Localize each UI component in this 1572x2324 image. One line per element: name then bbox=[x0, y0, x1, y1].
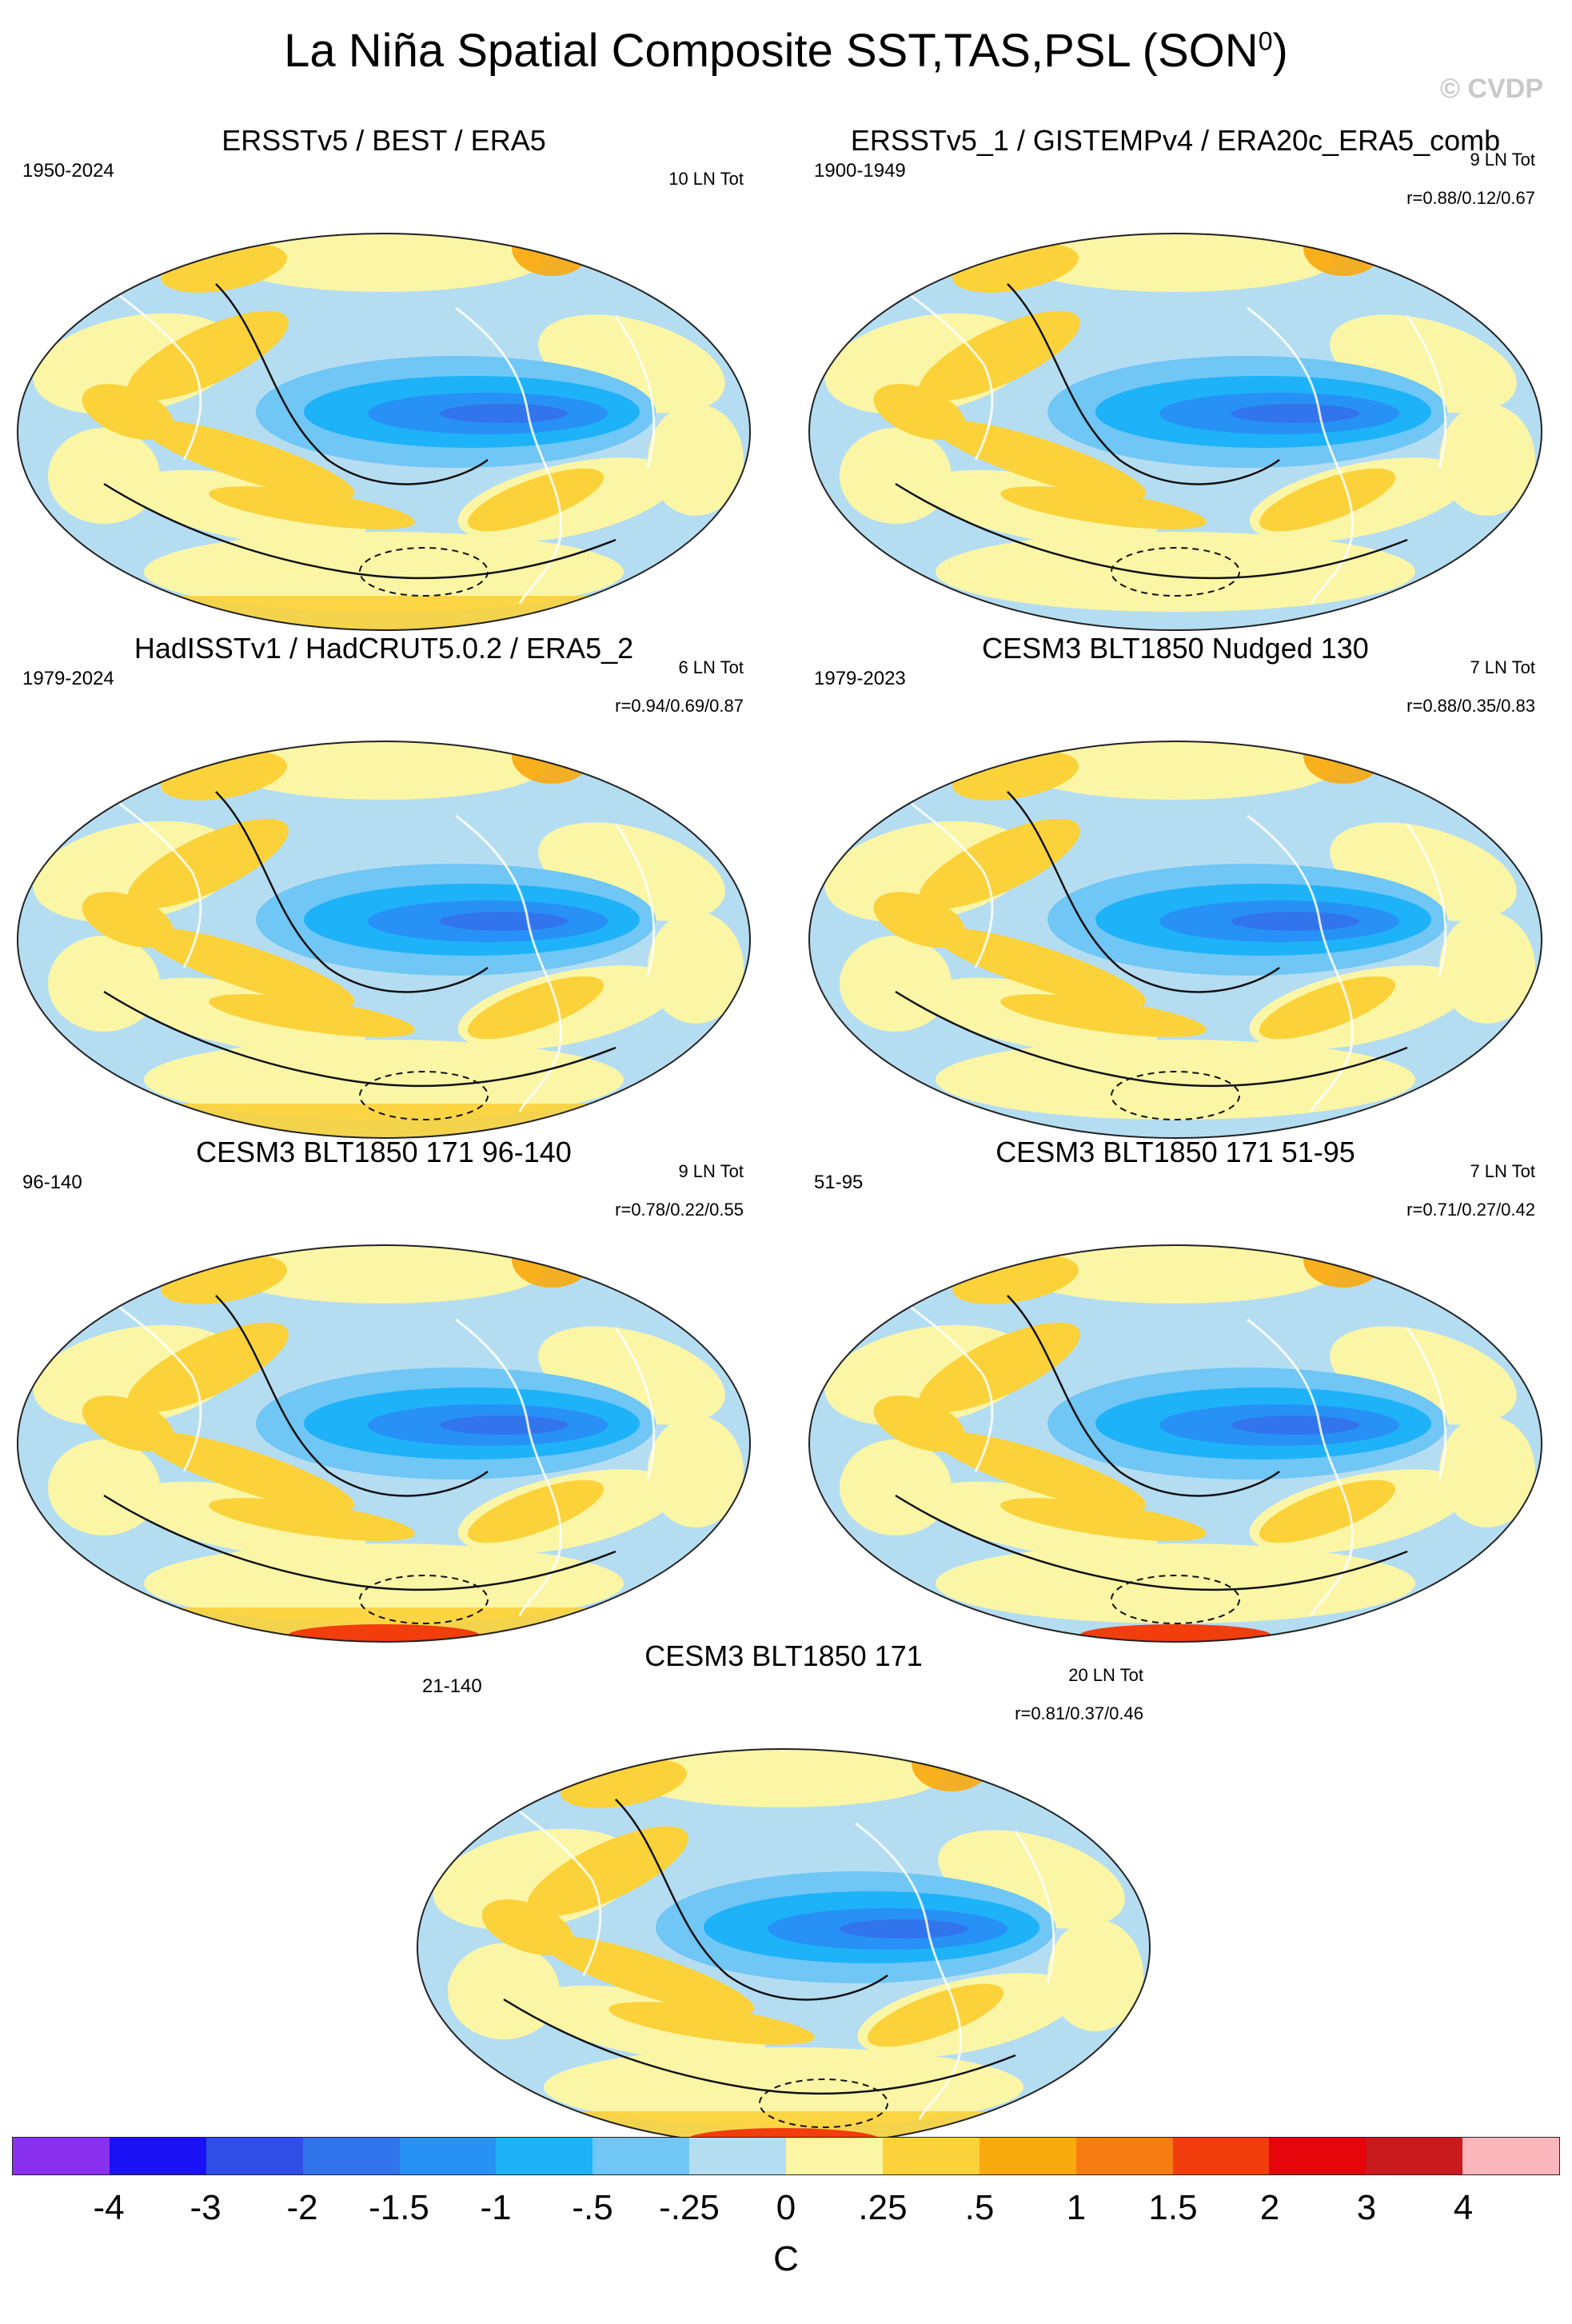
panel-title: HadISSTv1 / HadCRUT5.0.2 / ERA5_2 bbox=[134, 632, 634, 665]
panel-title: CESM3 BLT1850 171 96-140 bbox=[196, 1136, 572, 1168]
panel-correlations: r=0.88/0.35/0.83 bbox=[1406, 696, 1535, 716]
colorbar-segment bbox=[302, 2138, 400, 2174]
composite-map bbox=[17, 741, 751, 1139]
colorbar-tick-label: 0 bbox=[776, 2188, 796, 2227]
composite-map bbox=[417, 1748, 1151, 2146]
composite-map bbox=[808, 741, 1542, 1139]
composite-map bbox=[808, 233, 1542, 631]
colorbar-segment bbox=[496, 2138, 593, 2174]
panel-event-count: 9 LN Tot bbox=[678, 1161, 744, 1181]
colorbar-units: C bbox=[773, 2239, 799, 2278]
panel-correlations: r=0.78/0.22/0.55 bbox=[615, 1200, 744, 1220]
colorbar-segment bbox=[1075, 2138, 1173, 2174]
map-panel-6: CESM3 BLT1850 171 51-95 51-95 7 LN Tot r=0.… bbox=[800, 1136, 1551, 1647]
panel-event-count: 10 LN Tot bbox=[668, 169, 744, 189]
panel-title: CESM3 BLT1850 171 51-95 bbox=[995, 1136, 1355, 1168]
colorbar-segment bbox=[882, 2138, 980, 2174]
colorbar-tick-label: .25 bbox=[858, 2188, 908, 2227]
panel-years: 1950-2024 bbox=[22, 160, 114, 182]
colorbar-segment bbox=[786, 2138, 883, 2174]
panel-title: CESM3 BLT1850 171 bbox=[644, 1639, 923, 1672]
colorbar-segment bbox=[592, 2138, 690, 2174]
composite-map bbox=[17, 1244, 751, 1643]
colorbar-segment bbox=[1269, 2138, 1367, 2174]
panel-correlations: r=0.81/0.37/0.46 bbox=[1015, 1703, 1143, 1723]
colorbar-segment bbox=[109, 2138, 206, 2174]
panel-years: 1979-2024 bbox=[22, 668, 114, 689]
composite-map bbox=[808, 1244, 1542, 1643]
map-panel-3: HadISSTv1 / HadCRUT5.0.2 / ERA5_2 1979-20… bbox=[8, 632, 760, 1144]
map-panel-5: CESM3 BLT1850 171 96-140 96-140 9 LN Tot r=… bbox=[8, 1136, 760, 1647]
cvdp-watermark: © CVDP bbox=[1440, 74, 1543, 104]
colorbar-tick-label: -1 bbox=[480, 2188, 512, 2227]
colorbar-segment bbox=[205, 2138, 303, 2174]
colorbar-tick-label: 1.5 bbox=[1148, 2188, 1198, 2227]
map-panel-2: ERSSTv5_1 / GISTEMPv4 / ERA20c_ERA5_comb… bbox=[800, 124, 1551, 636]
panel-event-count: 7 LN Tot bbox=[1470, 1161, 1535, 1181]
colorbar-segment bbox=[979, 2138, 1076, 2174]
panel-correlations: r=0.94/0.69/0.87 bbox=[615, 696, 744, 716]
colorbar-segment bbox=[1172, 2138, 1270, 2174]
panel-title: ERSSTv5_1 / GISTEMPv4 / ERA20c_ERA5_comb bbox=[850, 124, 1501, 157]
panel-years: 96-140 bbox=[22, 1172, 82, 1193]
panel-event-count: 7 LN Tot bbox=[1470, 657, 1535, 677]
colorbar-tick-label: 3 bbox=[1356, 2188, 1377, 2227]
colorbar-tick-label: 4 bbox=[1453, 2188, 1474, 2227]
colorbar-segment bbox=[1366, 2138, 1463, 2174]
colorbar-tick-label: -2 bbox=[286, 2188, 318, 2227]
composite-map bbox=[17, 233, 751, 631]
panel-years: 51-95 bbox=[814, 1172, 864, 1193]
colorbar-segment bbox=[13, 2138, 110, 2174]
map-panel-7: CESM3 BLT1850 171 21-140 20 LN Tot r=0.81/0… bbox=[408, 1639, 1159, 2151]
figure-title: La Niña Spatial Composite SST,TAS,PSL (S… bbox=[284, 25, 1288, 77]
colorbar-tick-label: -1.5 bbox=[369, 2188, 429, 2227]
colorbar-segment bbox=[399, 2138, 497, 2174]
colorbar-tick-label: -3 bbox=[190, 2188, 221, 2227]
colorbar-tick-label: -4 bbox=[93, 2188, 125, 2227]
colorbar-segment bbox=[1462, 2138, 1559, 2174]
colorbar-segment bbox=[689, 2138, 786, 2174]
colorbar-tick-label: 1 bbox=[1066, 2188, 1087, 2227]
panel-event-count: 9 LN Tot bbox=[1470, 150, 1535, 170]
panel-correlations: r=0.88/0.12/0.67 bbox=[1406, 188, 1535, 208]
panel-event-count: 6 LN Tot bbox=[678, 657, 744, 677]
map-panel-4: CESM3 BLT1850 Nudged 130 1979-2023 7 LN To… bbox=[800, 632, 1551, 1144]
colorbar-tick-label: -.25 bbox=[659, 2188, 720, 2227]
panel-years: 21-140 bbox=[422, 1675, 482, 1697]
panel-years: 1979-2023 bbox=[814, 668, 906, 689]
panel-event-count: 20 LN Tot bbox=[1068, 1665, 1143, 1685]
panel-years: 1900-1949 bbox=[814, 160, 906, 182]
colorbar-tick-label: .5 bbox=[964, 2188, 995, 2227]
panel-correlations: r=0.71/0.27/0.42 bbox=[1406, 1200, 1535, 1220]
colorbar-tick-label: -.5 bbox=[572, 2188, 613, 2227]
map-panel-1: ERSSTv5 / BEST / ERA5 1950-2024 10 LN Tot bbox=[8, 124, 760, 636]
colorbar-tick-label: 2 bbox=[1259, 2188, 1280, 2227]
colorbar bbox=[12, 2137, 1560, 2175]
panel-title: ERSSTv5 / BEST / ERA5 bbox=[221, 124, 546, 157]
panel-title: CESM3 BLT1850 Nudged 130 bbox=[982, 632, 1369, 665]
